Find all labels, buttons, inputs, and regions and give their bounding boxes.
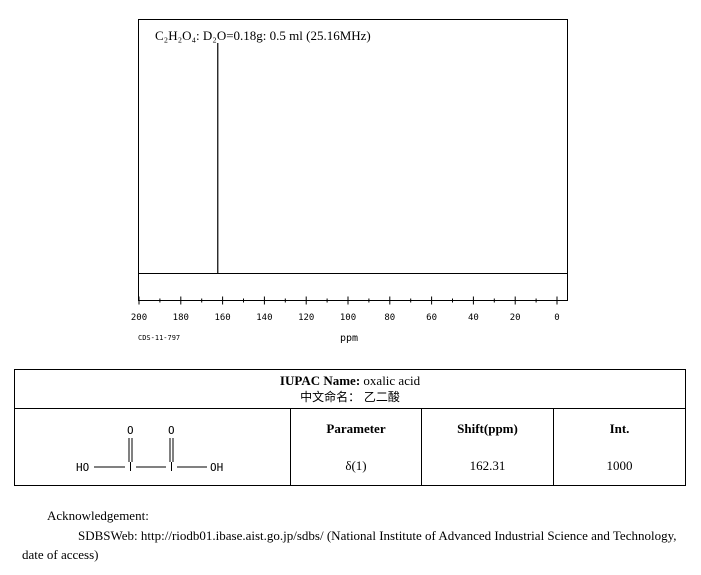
oxalic-acid-structure: O O HO OH (76, 424, 223, 474)
x-tick-label: 200 (131, 313, 147, 323)
x-tick-label: 0 (554, 313, 559, 323)
x-tick-label: 20 (510, 313, 521, 323)
plot-frame (138, 19, 568, 301)
x-tick-label: 140 (256, 313, 272, 323)
spectrum-code: CDS-11-797 (138, 334, 180, 342)
x-tick-label: 80 (384, 313, 395, 323)
x-tick-label: 40 (468, 313, 479, 323)
iupac-name-value: oxalic acid (363, 373, 421, 388)
x-tick-label: 100 (340, 313, 356, 323)
name-row: IUPAC Name: oxalic acid 中文命名： 乙二酸 (15, 370, 685, 409)
iupac-name-label: IUPAC Name: (279, 373, 361, 388)
chinese-name-value: 乙二酸 (363, 390, 400, 404)
parameter-table: Parameter Shift(ppm) Int. δ(1) 162.31 10… (291, 409, 685, 486)
x-tick-label: 120 (298, 313, 314, 323)
x-tick-label: 160 (214, 313, 230, 323)
header-shift: Shift(ppm) (457, 421, 518, 436)
chinese-name-line: 中文命名： 乙二酸 (15, 389, 685, 406)
x-axis-ticks: 200 180 160 140 120 100 80 60 40 20 0 (131, 296, 560, 323)
sdbs-citation: SDBSWeb: http://riodb01.ibase.aist.go.jp… (22, 528, 677, 562)
chart-title: C₂H₂O₄: D₂O=0.18g: 0.5 ml (25.16MHz) (155, 28, 371, 43)
column-divider (553, 409, 554, 486)
acknowledgement-heading: Acknowledgement: (47, 508, 149, 523)
cell-parameter: δ(1) (345, 458, 367, 473)
chinese-name-label: 中文命名： (300, 390, 361, 404)
x-tick-label: 60 (426, 313, 437, 323)
hydroxyl-left: HO (76, 461, 89, 474)
iupac-name-line: IUPAC Name: oxalic acid (15, 372, 685, 389)
structure-cell: O O HO OH (15, 409, 291, 486)
nmr-spectrum-chart: 200 180 160 140 120 100 80 60 40 20 0 C₂H₂O₄: D₂O=… (131, 19, 568, 344)
oxygen-atom-left: O (127, 424, 134, 437)
compound-info-table: IUPAC Name: oxalic acid 中文命名： 乙二酸 O O HO… (14, 369, 686, 486)
header-parameter: Parameter (326, 421, 386, 436)
oxygen-atom-right: O (168, 424, 175, 437)
x-tick-label: 180 (173, 313, 189, 323)
cell-intensity: 1000 (606, 458, 633, 473)
column-divider (421, 409, 422, 486)
cell-shift: 162.31 (469, 458, 506, 473)
hydroxyl-right: OH (210, 461, 223, 474)
header-intensity: Int. (609, 421, 630, 436)
x-axis-label: ppm (340, 333, 358, 344)
